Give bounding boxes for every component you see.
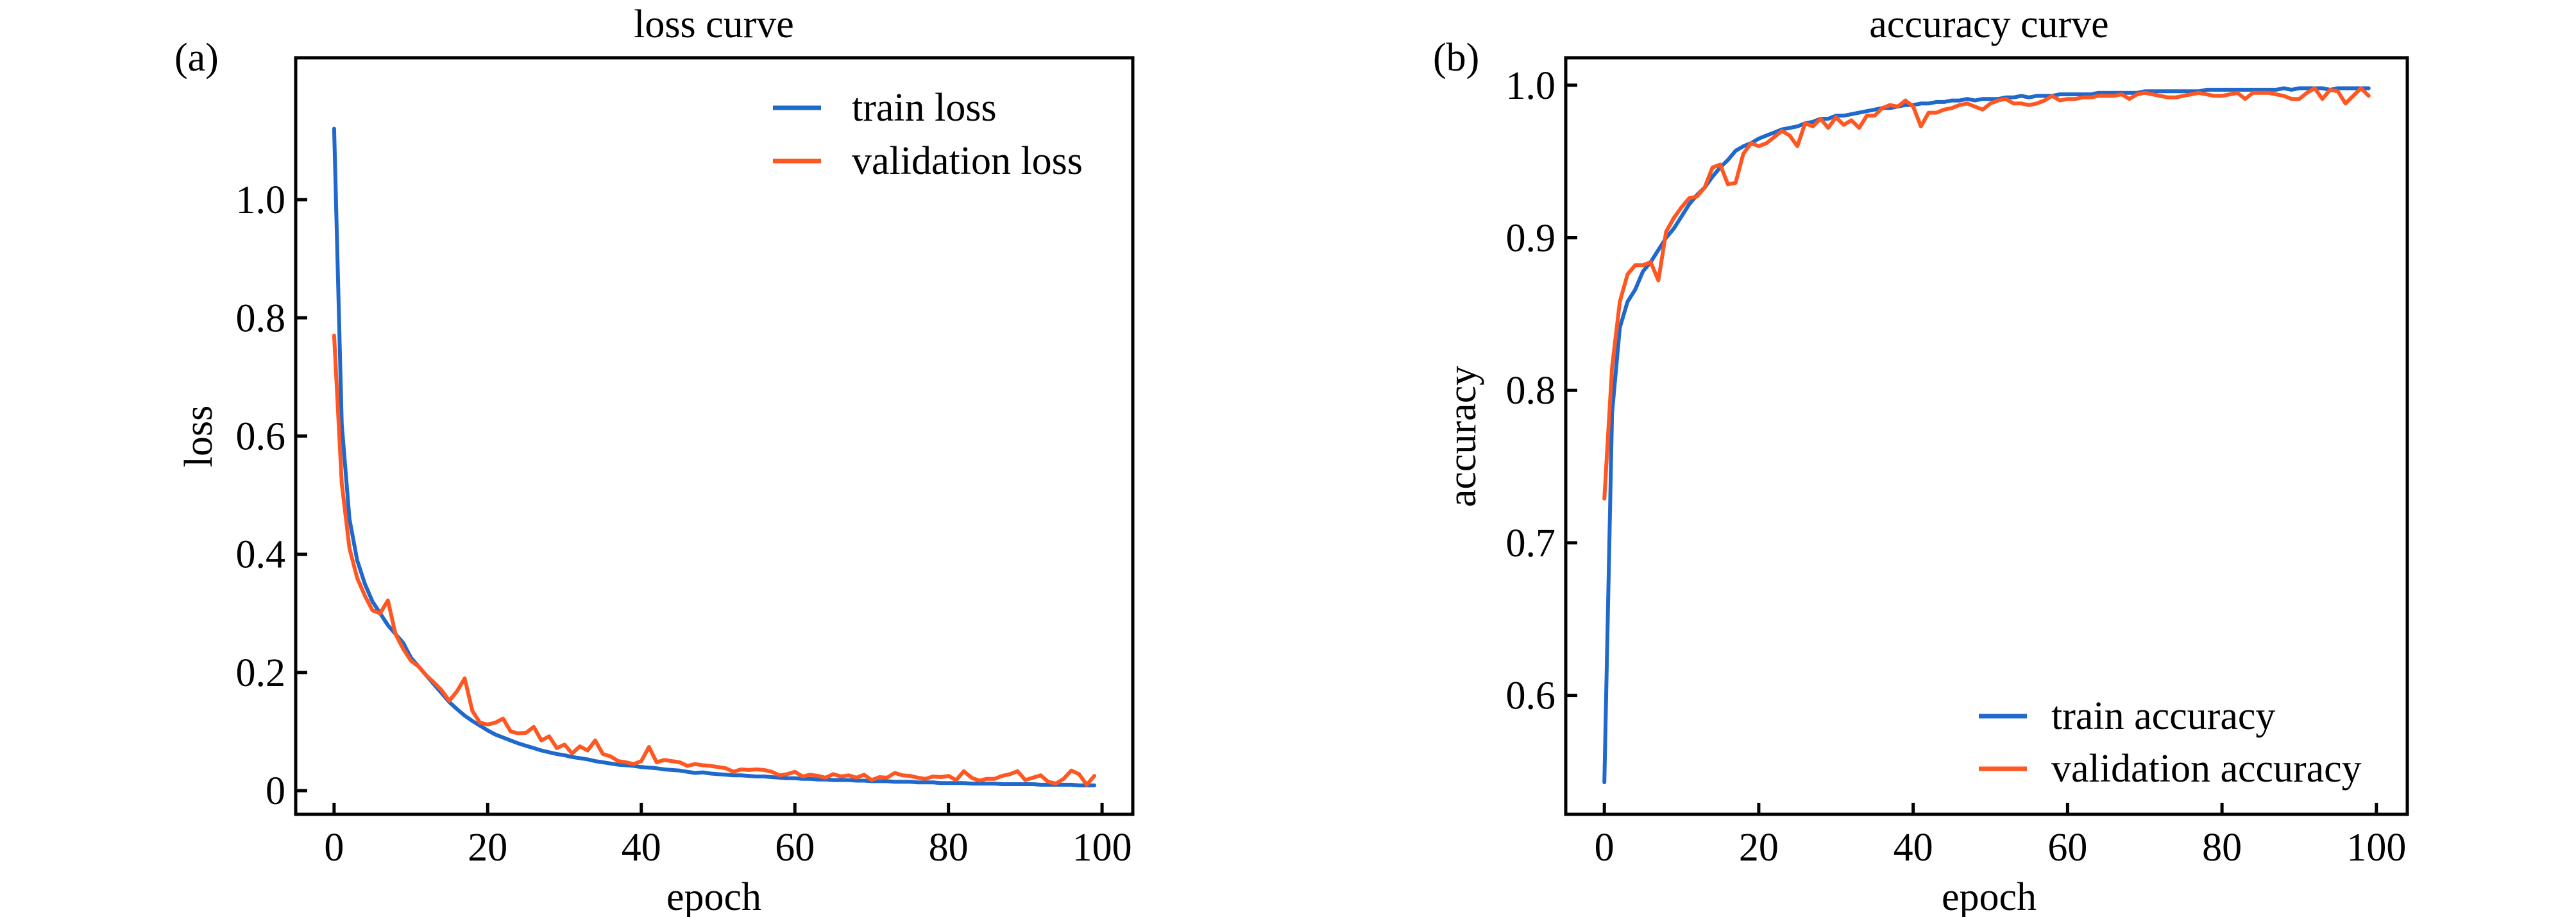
y-tick-label: 0.6: [1506, 674, 1556, 718]
series-line-validation-accuracy: [1602, 86, 2371, 501]
y-tick-label: 0.9: [1506, 216, 1556, 260]
y-tick-label: 0.4: [236, 533, 286, 577]
panel-label: (a): [174, 36, 219, 80]
legend: train loss validation loss: [773, 86, 1083, 183]
x-tick-label: 100: [1072, 826, 1132, 870]
x-axis: 0 20 40 60 80 100: [1595, 803, 2406, 870]
legend-label-train-loss: train loss: [852, 86, 997, 130]
y-tick-label: 1.0: [236, 178, 286, 222]
x-tick-label: 60: [775, 826, 815, 870]
x-tick-label: 0: [324, 826, 344, 870]
y-tick-label: 0.7: [1506, 522, 1556, 565]
x-axis: 0 20 40 60 80 100: [324, 803, 1132, 870]
x-axis-label: epoch: [666, 875, 761, 917]
legend-label-train-accuracy: train accuracy: [2051, 694, 2275, 738]
y-axis: 0 0.2 0.4 0.6 0.8 1.0: [236, 178, 307, 813]
legend-label-validation-loss: validation loss: [852, 139, 1083, 183]
accuracy-chart: (b) accuracy curve 0 20 40 60 80 100 0.60.70.…: [1433, 3, 2409, 917]
series-line-train-accuracy: [1602, 86, 2371, 785]
y-tick-label: 0.8: [236, 296, 286, 340]
legend: train accuracy validation accuracy: [1979, 694, 2362, 791]
y-axis-label: accuracy: [1441, 366, 1484, 507]
x-tick-label: 80: [2202, 826, 2242, 870]
x-tick-label: 60: [2047, 826, 2087, 870]
x-tick-label: 40: [622, 826, 661, 870]
series-line-validation-loss: [332, 333, 1097, 787]
plot-area: [1602, 86, 2371, 785]
chart-title: loss curve: [634, 3, 794, 46]
x-axis-label: epoch: [1942, 875, 2037, 917]
y-axis-label: loss: [177, 406, 221, 467]
legend-label-validation-accuracy: validation accuracy: [2051, 747, 2362, 791]
x-tick-label: 40: [1894, 826, 1933, 870]
plot-area: [332, 126, 1097, 787]
y-tick-label: 0.6: [236, 415, 286, 459]
x-tick-label: 0: [1595, 826, 1614, 870]
panel-label: (b): [1433, 36, 1479, 80]
y-tick-label: 0.2: [236, 651, 286, 695]
x-tick-label: 80: [929, 826, 969, 870]
y-tick-label: 0: [266, 769, 285, 813]
x-tick-label: 100: [2346, 826, 2406, 870]
loss-chart: (a) loss curve 0 20 40 60 80 100 0 0.2 0.4 0.6 0.…: [174, 3, 1135, 917]
y-tick-label: 0.8: [1506, 369, 1556, 413]
x-tick-label: 20: [1739, 826, 1779, 870]
series-line-train-loss: [332, 126, 1097, 787]
x-tick-label: 20: [468, 826, 507, 870]
axes-frame: [1564, 56, 2409, 816]
y-tick-label: 1.0: [1506, 64, 1556, 108]
y-axis: 0.6 0.7 0.8 0.9 1.0: [1506, 64, 1577, 718]
chart-title: accuracy curve: [1869, 3, 2108, 46]
